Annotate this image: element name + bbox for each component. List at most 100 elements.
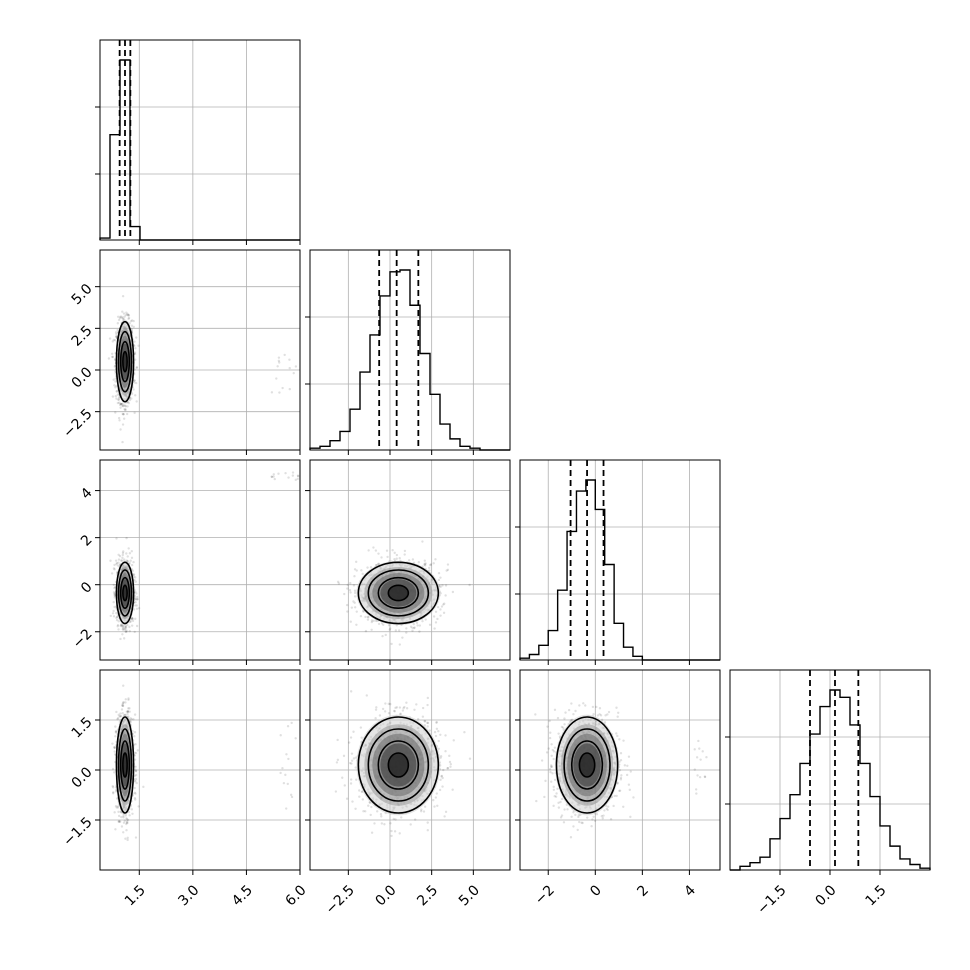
sample-point <box>118 820 121 823</box>
sample-point <box>374 549 378 552</box>
sample-point <box>443 602 446 605</box>
sample-point <box>122 413 125 416</box>
x-tick-label: 1.5 <box>863 882 890 909</box>
outlier-point <box>275 377 278 380</box>
sample-point <box>129 717 132 720</box>
sample-point <box>384 633 387 637</box>
sample-point <box>133 578 136 582</box>
sample-point <box>128 552 132 555</box>
histogram-steps <box>730 689 931 871</box>
scatter-panel-0-1: −2.50.02.55.0 <box>60 249 301 455</box>
sample-point <box>423 559 426 562</box>
outlier-point <box>279 734 282 737</box>
sample-point <box>114 804 118 808</box>
sample-point <box>115 384 118 388</box>
sample-point <box>135 400 138 403</box>
sample-point <box>451 590 455 594</box>
panel-frame <box>309 249 511 451</box>
outlier-point <box>273 477 276 481</box>
sample-point <box>468 583 471 587</box>
sample-point <box>116 615 119 618</box>
sample-point <box>444 594 447 597</box>
sample-point <box>115 389 119 393</box>
sample-point <box>115 561 119 565</box>
outlier-point <box>292 371 295 375</box>
density-contour <box>119 340 131 383</box>
y-tick-label: 2.5 <box>69 323 96 350</box>
sample-point <box>112 583 115 587</box>
sample-point <box>395 557 398 560</box>
sample-point <box>131 812 134 815</box>
sample-point <box>446 563 450 566</box>
sample-point <box>117 805 120 808</box>
sample-point <box>110 572 114 575</box>
sample-point <box>121 294 125 298</box>
outlier-point <box>282 781 286 785</box>
sample-point <box>393 551 396 555</box>
outlier-point <box>270 475 273 478</box>
sample-point <box>113 594 116 597</box>
sample-point <box>126 555 129 558</box>
sample-point <box>345 603 349 607</box>
sample-point <box>137 344 140 347</box>
sample-point <box>135 598 138 601</box>
sample-point <box>118 554 122 558</box>
sample-point <box>403 549 407 553</box>
sample-point <box>353 595 357 598</box>
sample-point <box>423 563 426 566</box>
sample-point <box>115 332 118 336</box>
sample-point <box>119 403 122 407</box>
sample-point <box>355 569 358 572</box>
sample-point <box>353 589 357 592</box>
sample-point <box>112 378 115 381</box>
sample-point <box>113 586 116 590</box>
sample-point <box>134 770 138 773</box>
sample-point <box>121 404 125 408</box>
sample-point <box>113 592 117 595</box>
sample-point <box>121 404 124 408</box>
sample-point <box>121 626 125 629</box>
sample-point <box>366 566 369 569</box>
sample-point <box>122 404 126 407</box>
sample-point <box>125 412 129 416</box>
sample-point <box>442 611 446 615</box>
sample-point <box>134 580 137 583</box>
outlier-point <box>278 361 281 364</box>
density-contour <box>117 728 133 802</box>
sample-point <box>113 753 117 756</box>
sample-point <box>121 624 124 628</box>
outlier-point <box>276 365 279 368</box>
sample-point <box>436 605 440 609</box>
sample-point <box>377 622 381 626</box>
sample-point <box>110 352 114 355</box>
sample-point <box>122 814 125 818</box>
sample-point <box>113 384 116 387</box>
sample-point <box>121 402 124 405</box>
sample-point <box>121 712 124 715</box>
sample-point <box>350 606 354 609</box>
sample-point <box>125 710 129 713</box>
x-tick-label: 4.5 <box>229 882 256 909</box>
sample-point <box>336 580 340 584</box>
sample-point <box>128 629 131 633</box>
sample-point <box>120 825 124 828</box>
sample-point <box>134 836 138 839</box>
sample-point <box>111 767 115 771</box>
outlier-point <box>277 359 281 362</box>
sample-point <box>119 559 123 562</box>
sample-point <box>135 598 139 601</box>
outlier-point <box>289 793 293 797</box>
sample-point <box>112 338 115 342</box>
x-tick-label: 0.0 <box>813 882 840 909</box>
sample-point <box>115 390 119 393</box>
sample-point <box>121 318 125 321</box>
sample-point <box>132 381 136 384</box>
sample-point <box>355 610 358 613</box>
sample-point <box>349 591 352 594</box>
sample-point <box>367 549 370 552</box>
sample-point <box>133 411 136 415</box>
sample-point <box>446 568 450 572</box>
sample-point <box>121 310 124 313</box>
sample-point <box>129 559 132 562</box>
sample-point <box>113 605 116 609</box>
